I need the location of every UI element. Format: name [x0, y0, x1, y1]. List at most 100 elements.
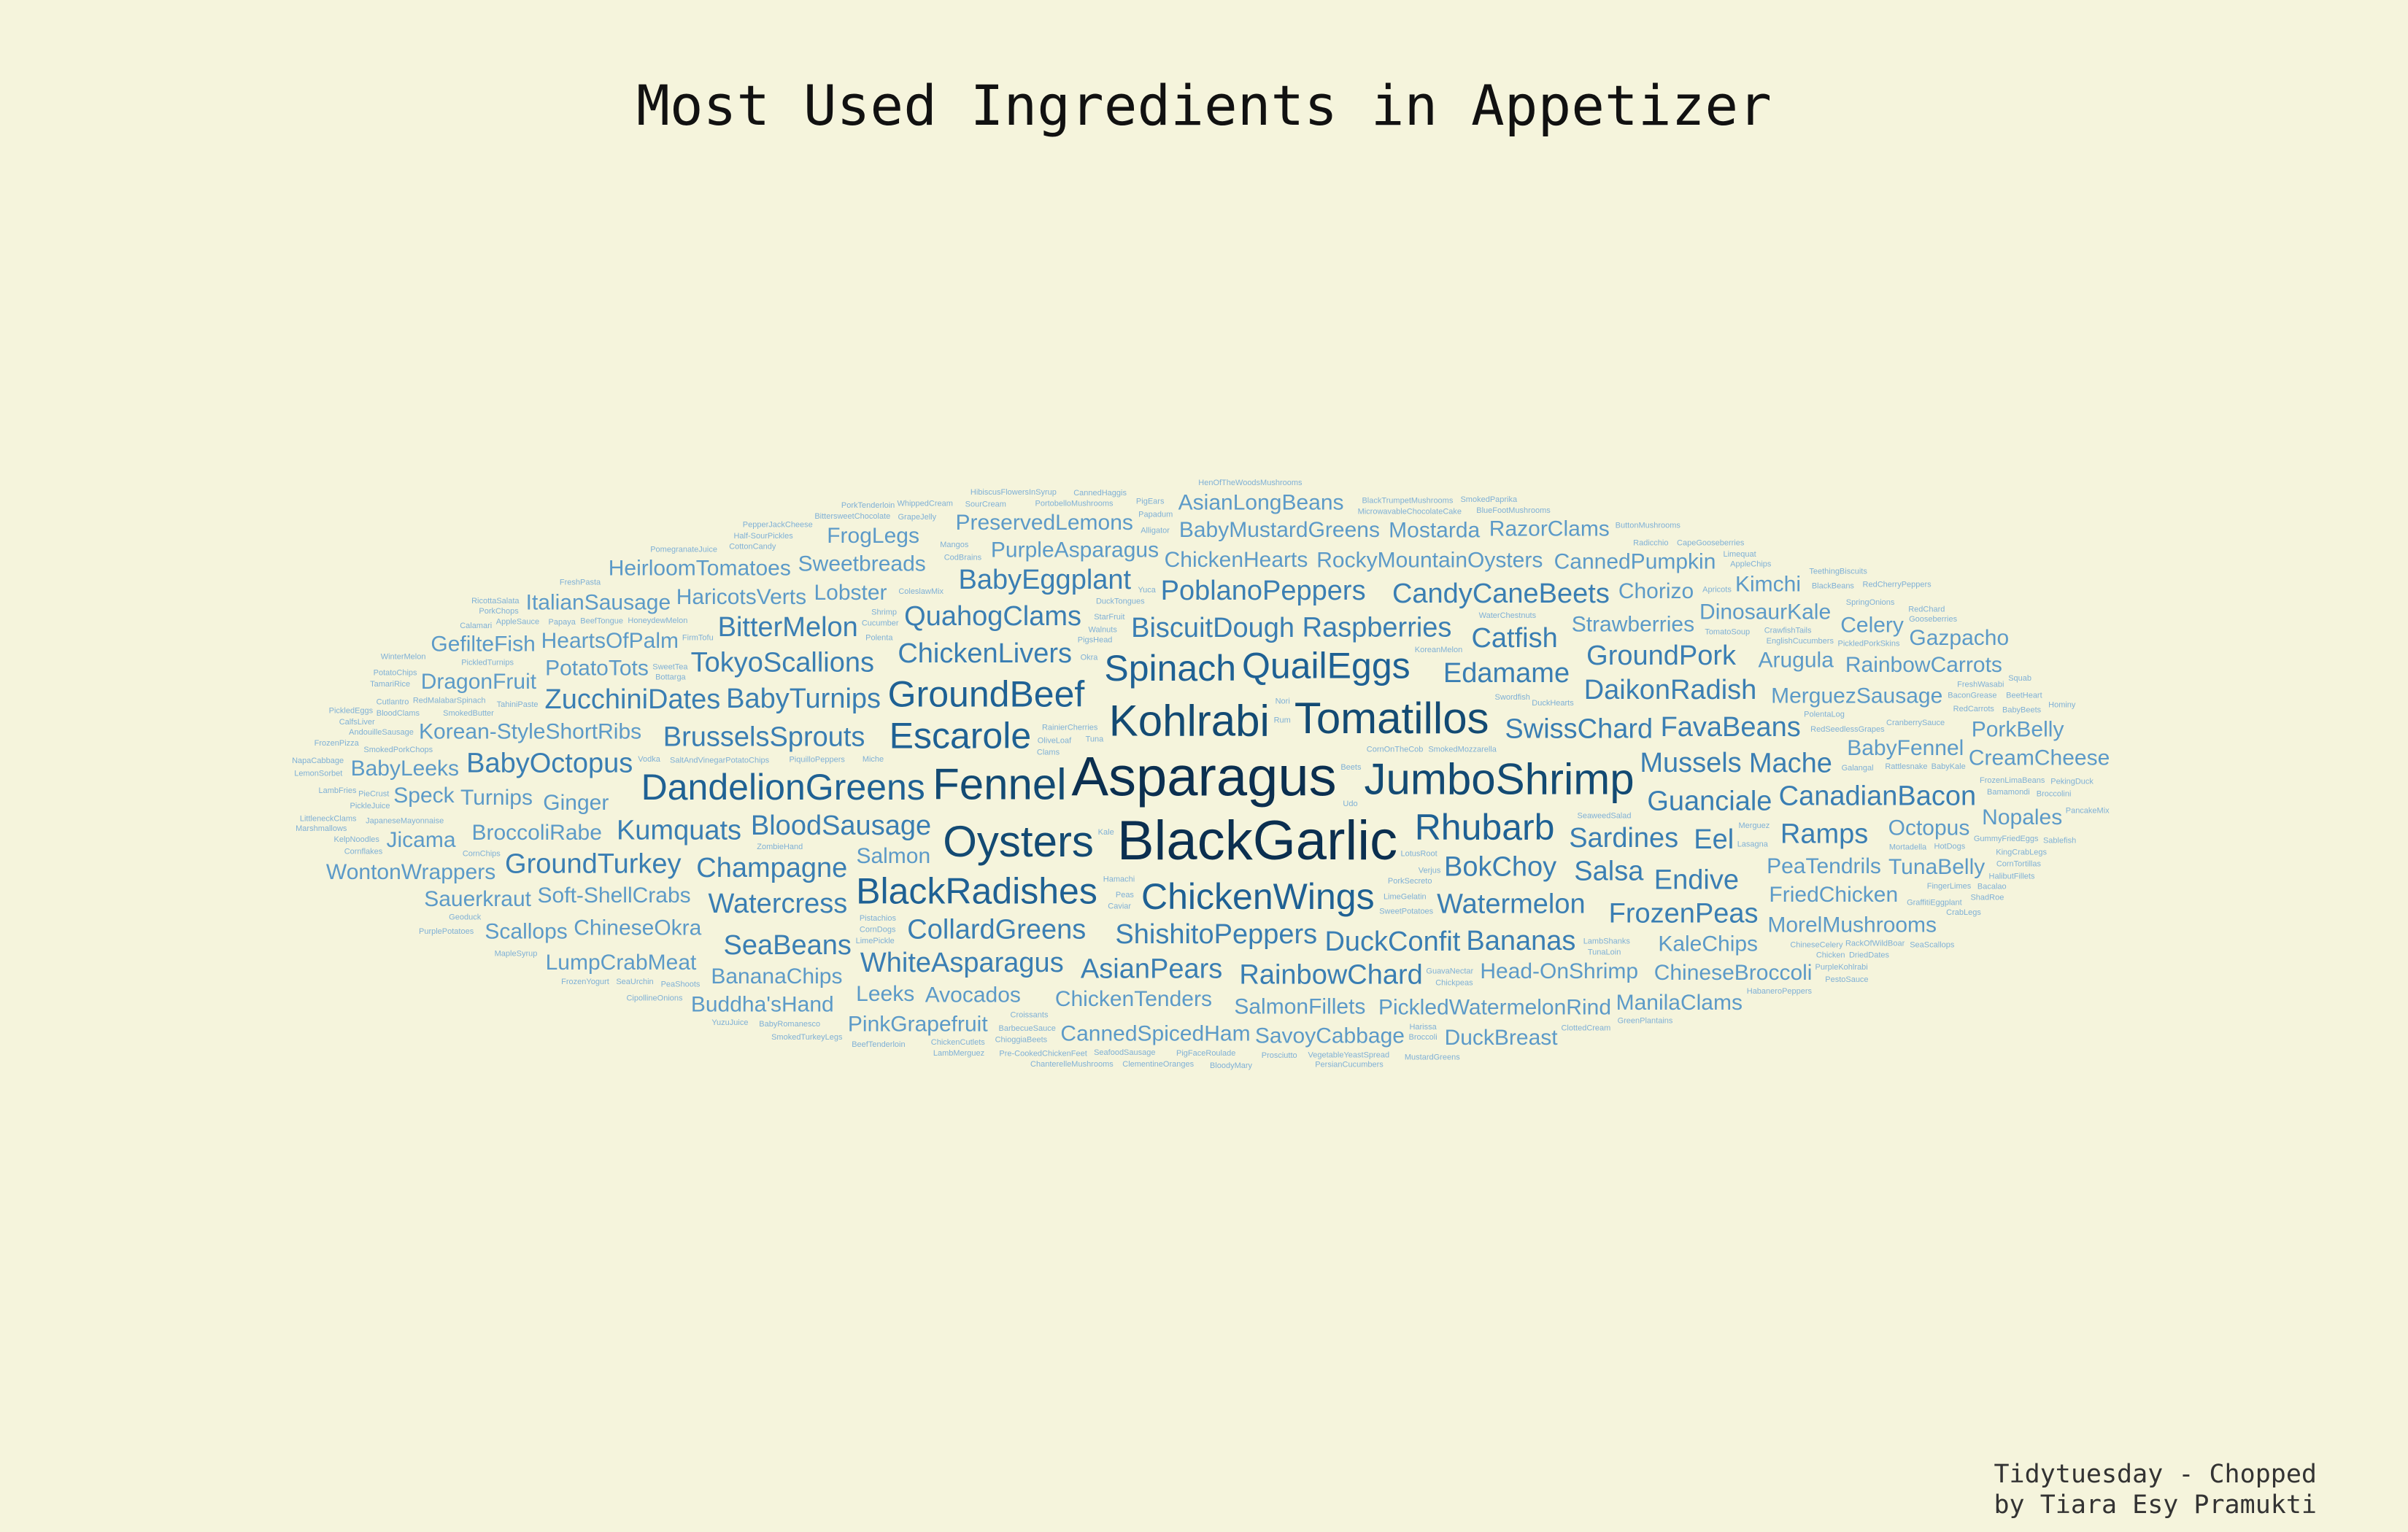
cloud-word: LumpCrabMeat	[546, 951, 697, 975]
cloud-word: HenOfTheWoodsMushrooms	[1198, 479, 1303, 487]
cloud-word: Mussels	[1640, 748, 1741, 778]
cloud-word: Raspberries	[1303, 613, 1452, 643]
cloud-word: Okra	[1081, 653, 1099, 662]
cloud-word: Calamari	[460, 622, 492, 630]
cloud-word: Soft-ShellCrabs	[538, 883, 691, 908]
cloud-word: QuailEggs	[1242, 646, 1411, 686]
cloud-word: BeefTenderloin	[852, 1040, 905, 1049]
cloud-word: Radicchio	[1633, 539, 1668, 548]
cloud-word: TokyoScallions	[691, 648, 874, 678]
cloud-word: PickleJuice	[350, 802, 390, 811]
cloud-word: ChineseCelery	[1790, 940, 1843, 949]
cloud-word: PotatoChips	[374, 668, 417, 677]
cloud-word: ManilaClams	[1616, 991, 1743, 1015]
cloud-word: RedChard	[1908, 605, 1945, 614]
cloud-word: ChioggiaBeets	[995, 1035, 1048, 1044]
cloud-word: BabyBeets	[2002, 705, 2042, 714]
cloud-word: BabyKale	[1932, 762, 1966, 771]
cloud-word: Sardines	[1569, 823, 1678, 854]
cloud-word: PiquilloPeppers	[789, 756, 845, 765]
cloud-word: CandyCaneBeets	[1392, 579, 1610, 609]
cloud-word: DinosaurKale	[1699, 600, 1831, 624]
cloud-word: WontonWrappers	[326, 860, 495, 884]
cloud-word: PieCrust	[358, 790, 389, 799]
cloud-word: Galangal	[1842, 764, 1874, 773]
cloud-word: Mostarda	[1389, 519, 1480, 543]
cloud-word: BlackRadishes	[856, 871, 1097, 912]
cloud-word: FrozenYogurt	[561, 978, 609, 986]
cloud-word: PickledEggs	[329, 707, 374, 716]
cloud-word: KaleChips	[1658, 932, 1758, 956]
cloud-word: Squab	[2008, 674, 2031, 683]
cloud-word: BananaChips	[711, 964, 842, 989]
cloud-word: SaltAndVinegarPotatoChips	[670, 757, 770, 765]
cloud-word: OliveLoaf	[1038, 737, 1072, 746]
cloud-word: LittleneckClams	[300, 814, 357, 823]
cloud-word: Miche	[863, 755, 884, 764]
cloud-word: FreshPasta	[560, 578, 601, 587]
cloud-word: BiscuitDough	[1131, 613, 1294, 643]
chart-title: Most Used Ingredients in Appetizer	[636, 73, 1772, 138]
cloud-word: WinterMelon	[381, 653, 426, 662]
cloud-word: SmokedMozzarella	[1428, 746, 1497, 754]
cloud-word: PickledWatermelonRind	[1378, 995, 1611, 1019]
cloud-word: Shrimp	[871, 608, 897, 616]
cloud-word: PomegranateJuice	[650, 545, 717, 554]
cloud-word: PortobelloMushrooms	[1035, 499, 1114, 508]
cloud-word: ClottedCream	[1561, 1024, 1610, 1032]
cloud-word: FrogLegs	[827, 524, 919, 548]
cloud-word: HeirloomTomatoes	[609, 556, 791, 580]
cloud-word: Yuca	[1138, 586, 1156, 595]
cloud-word: Spinach	[1104, 648, 1236, 689]
cloud-word: Harissa	[1409, 1023, 1437, 1032]
cloud-word: Papaya	[549, 618, 576, 627]
cloud-word: DuckTongues	[1096, 597, 1145, 606]
cloud-word: MicrowavableChocolateCake	[1358, 508, 1462, 517]
cloud-word: SweetTea	[652, 662, 688, 671]
cloud-word: SweetPotatoes	[1379, 908, 1433, 916]
cloud-word: LambFries	[319, 786, 357, 795]
cloud-word: PeaShoots	[661, 980, 701, 989]
cloud-word: Edamame	[1443, 658, 1570, 689]
cloud-word: Clams	[1037, 748, 1060, 757]
cloud-word: Rum	[1274, 716, 1291, 724]
cloud-word: StarFruit	[1094, 613, 1124, 622]
cloud-word: RicottaSalata	[471, 597, 520, 606]
cloud-word: Alligator	[1141, 526, 1170, 535]
cloud-word: LimeGelatin	[1384, 893, 1427, 902]
cloud-word: BittersweetChocolate	[814, 512, 890, 521]
cloud-word: Beets	[1340, 763, 1362, 772]
cloud-word: Tomatillos	[1294, 694, 1489, 743]
cloud-word: JumboShrimp	[1365, 755, 1635, 804]
cloud-word: ClementineOranges	[1122, 1060, 1194, 1069]
cloud-word: VegetableYeastSpread	[1308, 1051, 1390, 1059]
cloud-word: CodBrains	[944, 554, 982, 562]
cloud-word: Merguez	[1739, 821, 1770, 830]
cloud-word: CrawfishTails	[1764, 626, 1812, 635]
cloud-word: BlackBeans	[1812, 581, 1855, 590]
cloud-word: FreshWasabi	[1957, 680, 2004, 689]
cloud-word: ChickenCutlets	[931, 1038, 985, 1047]
cloud-word: SeaScallops	[1910, 940, 1955, 949]
cloud-word: BitterMelon	[718, 612, 858, 643]
cloud-word: SalmonFillets	[1234, 994, 1365, 1018]
cloud-word: LotusRoot	[1401, 849, 1438, 858]
cloud-word: RedMalabarSpinach	[413, 697, 486, 705]
cloud-word: SmokedButter	[443, 709, 494, 718]
cloud-word: PepperJackCheese	[743, 521, 813, 530]
cloud-word: FriedChicken	[1769, 883, 1898, 907]
cloud-word: Leeks	[856, 982, 914, 1006]
cloud-word: Chickpeas	[1435, 979, 1473, 988]
cloud-word: Ginger	[543, 791, 609, 815]
cloud-word: SeaUrchin	[616, 978, 653, 986]
cloud-word: Gooseberries	[1909, 615, 1958, 624]
cloud-word: Fennel	[933, 759, 1066, 808]
cloud-word: Jicama	[386, 828, 455, 852]
cloud-word: FirmTofu	[682, 634, 714, 643]
cloud-word: Kimchi	[1735, 572, 1801, 596]
cloud-word: Ramps	[1780, 819, 1868, 849]
cloud-word: ChanterelleMushrooms	[1030, 1060, 1114, 1069]
cloud-word: Walnuts	[1089, 626, 1118, 635]
cloud-word: Scallops	[485, 919, 567, 943]
cloud-word: Mortadella	[1889, 843, 1927, 852]
